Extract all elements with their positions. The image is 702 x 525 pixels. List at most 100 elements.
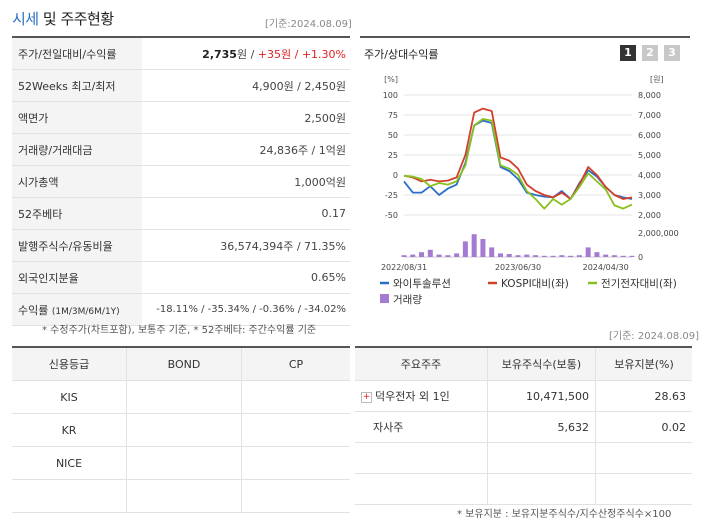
chart-tab-1[interactable]: 1 [620, 45, 636, 61]
series-line-1 [403, 119, 633, 200]
volume-tick-label: 0 [638, 253, 643, 262]
right-tick-label: 5,000 [638, 151, 661, 160]
volume-bar [620, 255, 626, 257]
chart-tab-3[interactable]: 3 [664, 45, 680, 61]
volume-bar [497, 253, 503, 257]
table-row: 52주베타 0.17 [12, 197, 350, 230]
agency-cell [12, 479, 127, 513]
row-label: 외국인지분율 [12, 261, 142, 294]
volume-tick-label: 2,000,000 [638, 229, 679, 238]
left-tick-label: -50 [385, 211, 398, 220]
row-label: 52주베타 [12, 197, 142, 230]
volume-bar [603, 254, 609, 257]
row-value: 1,000억원 [142, 165, 350, 198]
table-row: + 덕우전자 외 1인 10,471,500 28.63 [355, 380, 692, 412]
volume-bar [462, 241, 468, 257]
reference-date-2: [기준: 2024.08.09] [609, 331, 700, 342]
left-tick-label: 25 [388, 151, 398, 160]
right-tick-label: 7,000 [638, 111, 661, 120]
right-axis-unit: [원] [650, 75, 664, 84]
table-row: 시가총액 1,000억원 [12, 165, 350, 198]
column-header: CP [241, 347, 350, 381]
table-row: 52Weeks 최고/최저 4,900원 / 2,450원 [12, 69, 350, 102]
table-row: 주가/전일대비/수익률 2,735원 / +35원 / +1.30% [12, 37, 350, 70]
column-header: 주요주주 [355, 347, 488, 381]
row-label: 발행주식수/유동비율 [12, 229, 142, 262]
left-tick-label: -25 [385, 191, 398, 200]
empty-cell [355, 442, 488, 474]
legend-label: 거래량 [393, 294, 422, 306]
empty-cell [355, 473, 488, 505]
left-tick-label: 100 [383, 91, 398, 100]
bond-cell [126, 479, 242, 513]
cp-cell [241, 479, 350, 513]
right-tick-label: 6,000 [638, 131, 661, 140]
table-row [12, 479, 350, 513]
empty-cell [595, 473, 692, 505]
bond-cell [126, 380, 242, 414]
major-holders-table: 주요주주 보유주식수(보통) 보유지분(%) + 덕우전자 외 1인 10,471… [355, 346, 692, 505]
volume-bar [506, 254, 512, 257]
volume-bar [568, 255, 574, 257]
table-row [355, 442, 692, 474]
table-row: 발행주식수/유동비율 36,574,394주 / 71.35% [12, 229, 350, 262]
series-line-2 [403, 107, 633, 200]
volume-bar [541, 255, 547, 257]
volume-bar [401, 255, 407, 257]
chart-title: 주가/상대수익률 [364, 48, 439, 61]
table-header-row: 주요주주 보유주식수(보통) 보유지분(%) [355, 347, 692, 381]
agency-cell: KIS [12, 380, 127, 414]
volume-bar [454, 253, 460, 257]
row-value: 2,500원 [142, 101, 350, 134]
volume-bar [410, 254, 416, 257]
row-label: 거래량/거래대금 [12, 133, 142, 166]
volume-bar [419, 252, 425, 257]
pct-cell: 28.63 [595, 380, 692, 412]
expand-icon[interactable]: + [361, 391, 372, 403]
holders-footnote: * 보유지분 : 보유지분주식수/지수산정주식수×100 [457, 509, 672, 520]
row-label: 주가/전일대비/수익률 [12, 37, 142, 70]
legend-swatch [380, 294, 389, 303]
x-tick-label: 2024/04/30 [583, 263, 629, 272]
price-chart: [%] [원] 100 75 50 25 0 -25 -50 8,000 7,000 6,000 5,0… [380, 75, 679, 306]
row-label: 액면가 [12, 101, 142, 134]
right-tick-label: 3,000 [638, 191, 661, 200]
price-table: 주가/전일대비/수익률 2,735원 / +35원 / +1.30% 52Wee… [12, 36, 350, 326]
row-label: 시가총액 [12, 165, 142, 198]
right-tick-label: 4,000 [638, 171, 661, 180]
volume-bar [533, 255, 539, 257]
left-axis-unit: [%] [384, 75, 398, 84]
agency-cell: NICE [12, 446, 127, 480]
column-header: 보유지분(%) [595, 347, 692, 381]
empty-cell [487, 442, 596, 474]
series-line-3 [403, 118, 633, 210]
row-value: 24,836주 / 1억원 [142, 133, 350, 166]
legend-label: KOSPI대비(좌) [501, 278, 569, 290]
chart-tab-2[interactable]: 2 [642, 45, 658, 61]
reference-date: [기준:2024.08.09] [265, 19, 352, 30]
credit-grade-table: 신용등급 BOND CP KIS KR NICE [12, 346, 350, 513]
volume-bar [611, 255, 617, 257]
table-row: 액면가 2,500원 [12, 101, 350, 134]
row-value: 4,900원 / 2,450원 [142, 69, 350, 102]
table-header-row: 신용등급 BOND CP [12, 347, 350, 381]
column-header: 보유주식수(보통) [487, 347, 596, 381]
shares-cell: 10,471,500 [487, 380, 596, 412]
volume-bar [471, 234, 477, 257]
volume-bar [489, 247, 495, 257]
x-tick-label: 2023/06/30 [495, 263, 541, 272]
volume-bar [427, 249, 433, 257]
volume-bar [550, 255, 556, 257]
column-header: 신용등급 [12, 347, 127, 381]
chart-tabs: 1 2 3 [620, 45, 680, 61]
volume-bar [576, 255, 582, 257]
table-row: KIS [12, 380, 350, 414]
table-row [355, 473, 692, 505]
pct-cell: 0.02 [595, 411, 692, 443]
row-value: 0.17 [142, 197, 350, 230]
cp-cell [241, 446, 350, 480]
table-row: 수익률 (1M/3M/6M/1Y) -18.11% / -35.34% / -0… [12, 293, 350, 326]
row-label: 수익률 (1M/3M/6M/1Y) [12, 293, 142, 326]
bond-cell [126, 446, 242, 480]
row-label: 52Weeks 최고/최저 [12, 69, 142, 102]
